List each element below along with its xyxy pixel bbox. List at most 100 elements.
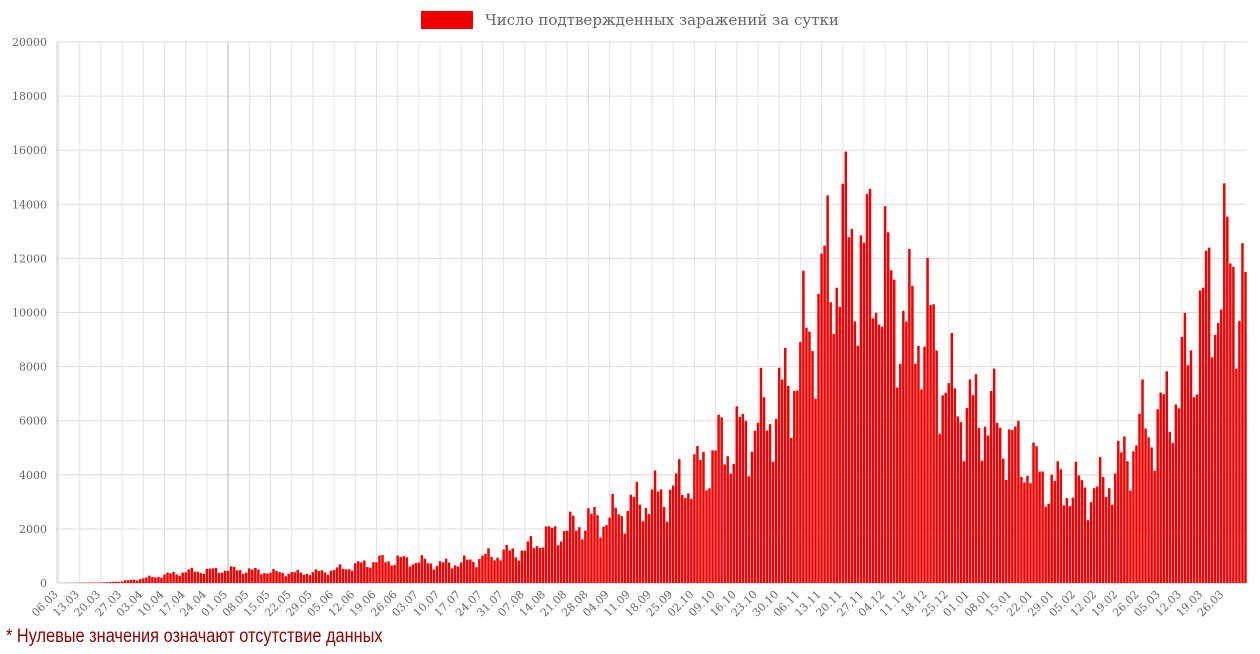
bar xyxy=(932,304,935,583)
bar xyxy=(850,228,854,583)
bar xyxy=(196,571,200,583)
bar xyxy=(266,573,269,583)
bar xyxy=(160,577,163,583)
bar xyxy=(178,575,181,583)
bar xyxy=(1123,436,1126,583)
bar xyxy=(702,452,705,583)
bar xyxy=(257,569,260,583)
x-tick-label: 19.02 xyxy=(1089,588,1120,619)
bar xyxy=(1095,486,1099,583)
bar xyxy=(1232,267,1235,583)
bar xyxy=(808,331,811,583)
bar xyxy=(220,572,224,583)
bar xyxy=(357,561,360,583)
bar xyxy=(360,562,363,583)
bar xyxy=(311,572,315,583)
bar xyxy=(1174,404,1178,583)
x-tick-label: 04.09 xyxy=(580,588,611,619)
bar xyxy=(272,568,275,583)
bar xyxy=(974,374,978,583)
bar xyxy=(1144,428,1147,583)
bar xyxy=(971,395,975,583)
bar xyxy=(541,547,545,583)
bar xyxy=(874,312,878,583)
y-tick-label: 6000 xyxy=(19,415,47,428)
bar xyxy=(132,579,136,583)
bar xyxy=(693,454,696,583)
bar xyxy=(1032,442,1035,583)
x-tick-label: 05.03 xyxy=(1131,588,1162,619)
bar xyxy=(644,507,648,583)
bar xyxy=(441,562,445,583)
bar xyxy=(399,557,402,583)
bar xyxy=(983,426,987,583)
bar xyxy=(844,151,848,584)
bar xyxy=(1071,497,1075,583)
bar xyxy=(1017,420,1020,583)
bar xyxy=(1135,445,1138,583)
y-tick-label: 10000 xyxy=(12,307,47,320)
bar xyxy=(1213,334,1217,583)
bar xyxy=(211,568,215,583)
bar xyxy=(1207,247,1211,583)
bar xyxy=(559,541,563,583)
x-tick-label: 13.03 xyxy=(50,588,81,619)
x-tick-label: 12.03 xyxy=(1153,588,1184,619)
bar xyxy=(1195,394,1199,583)
x-tick-label: 20.03 xyxy=(72,588,103,619)
bar xyxy=(790,437,793,583)
bar xyxy=(614,507,617,583)
x-tick-label: 10.07 xyxy=(411,588,442,619)
x-tick-label: 19.06 xyxy=(347,588,378,619)
bar xyxy=(393,564,396,583)
bar xyxy=(829,302,832,583)
bar xyxy=(656,491,660,583)
bar xyxy=(1165,371,1168,583)
bar xyxy=(381,555,384,583)
x-tick-label: 24.07 xyxy=(453,588,484,619)
x-tick-label: 01.05 xyxy=(199,588,230,619)
bar xyxy=(456,566,460,583)
y-tick-label: 12000 xyxy=(12,252,47,265)
bar xyxy=(959,422,963,583)
x-tick-label: 25.12 xyxy=(919,588,950,619)
bar xyxy=(647,514,651,583)
bar xyxy=(617,514,620,583)
bar xyxy=(998,427,1002,583)
bar xyxy=(1011,430,1014,583)
bar xyxy=(1101,477,1105,583)
bar xyxy=(387,561,390,583)
bar xyxy=(965,408,969,583)
bar xyxy=(735,406,739,583)
bar xyxy=(862,242,866,583)
bar xyxy=(1186,365,1190,583)
x-tick-label: 14.08 xyxy=(517,588,548,619)
bar xyxy=(856,345,860,583)
bar xyxy=(956,416,960,583)
y-tick-label: 4000 xyxy=(19,469,47,482)
bar xyxy=(293,572,296,583)
bar xyxy=(986,435,990,583)
bar xyxy=(826,195,829,584)
bar xyxy=(941,395,944,583)
bar xyxy=(926,257,929,583)
bar xyxy=(771,461,775,583)
bar xyxy=(793,390,796,583)
bar xyxy=(802,270,805,583)
bar xyxy=(423,558,427,583)
bar xyxy=(762,397,766,583)
legend[interactable]: Число подтвержденных заражений за сутки xyxy=(0,6,1260,34)
bar xyxy=(1035,446,1038,583)
bar xyxy=(968,379,972,583)
bar xyxy=(1056,461,1059,583)
x-tick-label: 08.01 xyxy=(962,588,993,619)
x-tick-label: 17.04 xyxy=(156,588,187,619)
bar xyxy=(678,459,681,583)
bar xyxy=(490,556,493,583)
bar xyxy=(117,581,121,583)
bar xyxy=(435,565,439,583)
bar xyxy=(505,544,508,583)
bar xyxy=(145,577,148,583)
bar xyxy=(962,461,966,583)
bar xyxy=(1241,243,1244,583)
